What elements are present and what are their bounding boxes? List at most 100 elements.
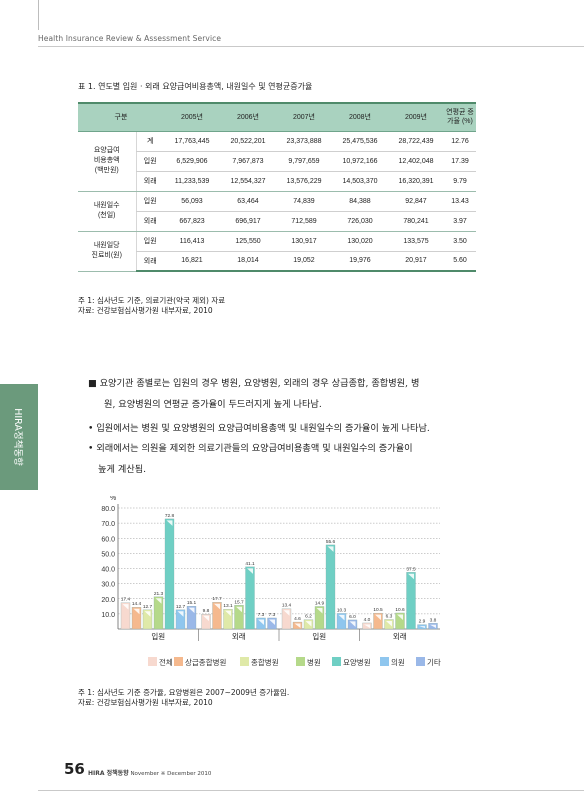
table-cell: 712,589 (276, 211, 332, 232)
chart-bar-highlight (408, 573, 414, 580)
legend-label: 병원 (307, 658, 321, 667)
table-sub-label: 계 (135, 131, 164, 152)
chart-bar-highlight (283, 610, 290, 616)
chart-source: 자료: 건강보험심사평가원 내부자료, 2010 (78, 698, 213, 707)
table-sub-label: 입원 (135, 191, 164, 212)
chart-bar-highlight (294, 623, 301, 628)
chart-bar-highlight (144, 611, 151, 617)
bar-chart: %80.070.060.050.040.030.020.010.017.414.… (101, 496, 440, 641)
table-notes: 주 1: 심사년도 기준, 의료기관(약국 제외) 자료 자료: 건강보험심사평… (78, 296, 225, 316)
chart-bar (201, 614, 211, 630)
chart-bar (336, 613, 347, 630)
chart-bar (186, 606, 197, 630)
x-group-label: 입원 (151, 632, 165, 641)
legend-swatch (380, 657, 389, 666)
chart-bar (120, 602, 131, 630)
data-label: 13.4 (282, 603, 292, 609)
table-title: 표 1. 연도별 입원 · 외래 요양급여비용총액, 내원일수 및 연평균증가율 (78, 82, 313, 91)
legend-swatch (148, 657, 157, 666)
table-cell: 12,402,048 (388, 151, 444, 172)
chart-bar-highlight (236, 606, 242, 613)
chart-bar-highlight (258, 619, 264, 625)
data-label: 72.8 (165, 513, 175, 519)
table-cell: 20,917 (388, 251, 444, 272)
table-cell: 130,917 (276, 231, 332, 252)
data-label: 10.5 (373, 607, 383, 613)
y-tick-label: 40.0 (101, 567, 115, 574)
table-cell: 116,413 (164, 231, 220, 252)
header-divider-vertical (38, 0, 39, 30)
table-group-label-line: 요양급여 (93, 147, 120, 154)
chart-bar-highlight (305, 621, 312, 627)
table-cell: 16,320,391 (388, 171, 444, 192)
table-header-cell: 2009년 (388, 102, 444, 132)
data-label: 13.1 (223, 603, 233, 609)
table-cell: 25,475,536 (332, 131, 388, 152)
statistics-table: 구분 2005년 2006년 2007년 2008년 2009년 연평균 증가율… (78, 102, 476, 272)
table-cell: 28,722,439 (388, 131, 444, 152)
table-cell: 84,388 (332, 191, 388, 212)
table-cell: 23,373,888 (276, 131, 332, 152)
chart-bar-highlight (122, 604, 129, 610)
legend-label: 기타 (427, 658, 441, 667)
table-cell: 13,576,229 (276, 171, 332, 192)
y-axis-unit: % (110, 496, 116, 502)
data-label: 7.3 (258, 612, 265, 618)
chart-bar-highlight (386, 620, 392, 627)
data-label: 41.1 (245, 561, 255, 567)
table-cell: 9.79 (444, 171, 476, 192)
table-header-cell: 구분 (78, 102, 164, 132)
table-cell: 780,241 (388, 211, 444, 232)
table-group-label-line: 비용총액 (93, 157, 120, 164)
legend-item: 요양병원 (332, 657, 371, 668)
table-cell: 133,575 (388, 231, 444, 252)
chart-bar (223, 609, 233, 630)
table-group-label: 내원일수 (천일) (78, 191, 136, 232)
table-sub-label: 외래 (135, 211, 164, 232)
paragraph-line: 높게 계산됨. (98, 464, 147, 475)
chart-bar (153, 596, 164, 630)
legend-swatch (174, 657, 183, 666)
chart-bar-highlight (419, 626, 425, 628)
section-side-tab-label: HIRA정책동향 (12, 408, 23, 466)
legend-item: 기타 (416, 657, 441, 668)
chart-bar (347, 619, 358, 630)
table-sub-label: 외래 (135, 171, 164, 192)
y-tick-label: 70.0 (101, 521, 115, 528)
data-label: 17.7 (212, 596, 222, 602)
chart-bar-highlight (327, 546, 334, 552)
footer-issue: November ※ December 2010 (130, 771, 212, 777)
chart-bar (234, 605, 244, 630)
table-cell: 6,529,906 (164, 151, 220, 172)
y-tick-label: 30.0 (101, 582, 115, 589)
chart-bar-highlight (338, 614, 345, 621)
data-label: 4.6 (294, 616, 301, 622)
chart-bar-highlight (375, 614, 381, 621)
table-cell: 3.50 (444, 231, 476, 252)
data-label: 14.4 (132, 601, 142, 607)
data-label: 15.1 (187, 600, 197, 606)
chart-bar-highlight (133, 608, 140, 615)
footer-brand: HIRA 정책동향 (88, 770, 129, 777)
table-cell: 3.97 (444, 211, 476, 232)
table-group-label-line: (백만원) (94, 167, 119, 174)
table-row: 입원 6,529,906 7,967,873 9,797,659 10,972,166 1… (78, 151, 476, 172)
table-cell: 10,972,166 (332, 151, 388, 172)
chart-bar (373, 612, 383, 630)
table-cell: 7,967,873 (220, 151, 276, 172)
table-cell: 726,030 (332, 211, 388, 232)
table-group-label-line: 내원일당 (93, 242, 120, 249)
chart-bar (267, 617, 277, 630)
table-row: 내원일수 (천일) 입원 56,093 63,464 74,839 84,388 92,847… (78, 191, 476, 232)
legend-swatch (240, 657, 249, 666)
chart-bar-highlight (397, 614, 403, 620)
chart-bar-highlight (155, 598, 162, 604)
table-row: 요양급여 비용총액 (백만원) 계 17,763,445 20,522,201 23,373… (78, 131, 476, 192)
table-cell: 16,821 (164, 251, 220, 272)
chart-bar (142, 609, 153, 630)
table-cell: 19,976 (332, 251, 388, 272)
table-cell: 12,554,327 (220, 171, 276, 192)
chart-bar-highlight (214, 603, 220, 610)
x-group-label: 외래 (232, 631, 246, 641)
